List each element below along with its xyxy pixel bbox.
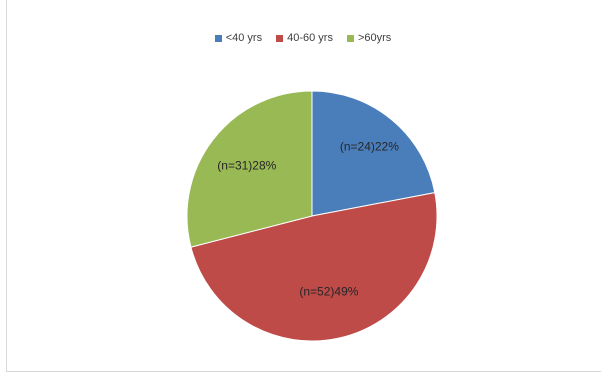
pie-slices bbox=[186, 90, 438, 342]
legend-swatch-over-60 bbox=[346, 34, 354, 42]
legend-item-over-60: >60yrs bbox=[346, 32, 392, 44]
legend-label-under-40: <40 yrs bbox=[225, 32, 263, 44]
pie-slice-under-40 bbox=[311, 90, 436, 217]
legend-label-40-60: 40-60 yrs bbox=[287, 32, 333, 44]
legend-item-40-60: 40-60 yrs bbox=[276, 32, 333, 44]
data-label-under-40: (n=24)22% bbox=[340, 140, 399, 154]
legend-swatch-40-60 bbox=[276, 34, 284, 42]
data-label-40-60: (n=52)49% bbox=[299, 285, 358, 299]
legend-label-over-60: >60yrs bbox=[357, 32, 392, 44]
chart-legend: <40 yrs 40-60 yrs >60yrs bbox=[0, 32, 606, 44]
legend-item-under-40: <40 yrs bbox=[214, 32, 263, 44]
pie-data-labels: (n=24)22% (n=52)49% (n=31)28% bbox=[217, 140, 399, 299]
pie-slice-over-60 bbox=[186, 90, 313, 248]
pie-slice-40-60 bbox=[190, 191, 438, 342]
legend-swatch-under-40 bbox=[214, 34, 222, 42]
data-label-over-60: (n=31)28% bbox=[217, 158, 276, 172]
